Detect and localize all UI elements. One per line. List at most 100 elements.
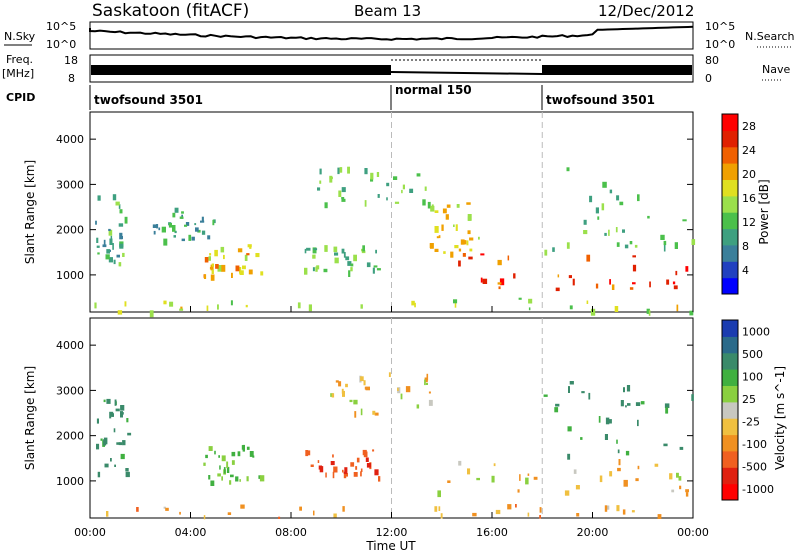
echo-cell (319, 168, 322, 175)
echo-cell (405, 386, 411, 393)
echo-cell (597, 216, 600, 220)
echo-cell (219, 465, 221, 470)
echo-cell (462, 253, 466, 257)
colorbar-swatch (722, 336, 738, 354)
range-tick-label: 2000 (56, 224, 84, 237)
echo-cell (604, 232, 607, 236)
colorbar-tick-label: -500 (742, 460, 767, 473)
cpid-segment-2: normal 150 (395, 83, 472, 97)
echo-cell (213, 219, 216, 224)
echo-cell (424, 379, 426, 386)
time-axis-ticks: 00:00 04:00 08:00 12:00 16:00 20:00 00:00 (74, 306, 709, 539)
echo-cell (663, 240, 667, 246)
echo-cell (480, 277, 483, 283)
echo-cell (679, 446, 684, 450)
echo-cell (96, 418, 99, 424)
echo-cell (210, 480, 215, 486)
echo-cell (345, 383, 348, 388)
echo-cell (609, 471, 613, 477)
echo-cell (682, 219, 687, 222)
freq-label: Freq. (6, 53, 33, 66)
echo-cell (374, 412, 379, 416)
echo-cell (620, 400, 624, 407)
echo-cell (397, 387, 399, 391)
echo-cell (450, 251, 454, 258)
echo-cell (191, 236, 195, 241)
echo-cell (366, 262, 371, 268)
echo-cell (569, 305, 573, 310)
echo-cell (467, 230, 471, 235)
colorbar-swatch (722, 179, 738, 197)
echo-cell (564, 490, 570, 496)
echo-cell (96, 245, 100, 248)
echo-cell (106, 249, 110, 254)
echo-cell (493, 463, 496, 467)
echo-cell (120, 405, 125, 411)
echo-cell (626, 385, 631, 392)
echo-cell (304, 248, 307, 254)
freq-line-mid (390, 71, 543, 75)
echo-cell (689, 310, 694, 316)
echo-cell (676, 472, 679, 478)
echo-cell (515, 504, 517, 508)
echo-cell (411, 300, 415, 306)
beam-title: Beam 13 (354, 2, 421, 20)
echo-cell (378, 476, 381, 482)
echo-cell (333, 513, 337, 518)
echo-cell (344, 467, 348, 474)
echo-cell (586, 254, 591, 262)
echo-cell (152, 224, 157, 228)
colorbar-swatch (722, 320, 738, 337)
echo-cell (519, 474, 521, 481)
echo-cell (669, 473, 673, 480)
echo-cell (569, 381, 574, 385)
nave-label: Nave (762, 63, 790, 76)
echo-cell (231, 460, 235, 465)
echo-cell (507, 504, 512, 510)
colorbar-swatch (722, 261, 738, 279)
colorbar-tick-label: 1000 (742, 325, 770, 338)
power-echo-layer (94, 112, 696, 318)
time-axis-label: Time UT (365, 539, 416, 553)
nave-tick-top: 80 (705, 54, 719, 67)
echo-cell (539, 515, 541, 519)
echo-cell (204, 257, 209, 263)
echo-cell (172, 212, 176, 218)
cpid-segment-1: twofsound 3501 (94, 93, 203, 107)
echo-cell (434, 210, 439, 213)
echo-cell (434, 506, 438, 512)
echo-cell (96, 443, 100, 450)
colorbar-swatch (722, 114, 738, 131)
echo-cell (353, 254, 357, 262)
echo-cell (431, 204, 434, 207)
echo-cell (604, 505, 608, 512)
echo-cell (97, 252, 100, 255)
echo-cell (573, 469, 577, 474)
echo-cell (557, 274, 560, 278)
echo-cell (94, 302, 97, 309)
echo-cell (640, 401, 645, 405)
echo-cell (316, 265, 320, 270)
echo-cell (416, 404, 420, 409)
echo-cell (125, 471, 130, 478)
echo-cell (647, 215, 650, 219)
echo-cell (330, 461, 335, 466)
echo-cell (343, 472, 347, 479)
echo-cell (453, 299, 458, 304)
echo-cell (210, 274, 215, 281)
echo-cell (539, 507, 542, 513)
echo-cell (495, 509, 501, 515)
power-colorbar-label: Power [dB] (757, 179, 771, 244)
echo-cell (567, 426, 572, 432)
echo-cell (555, 287, 560, 292)
echo-cell (434, 226, 439, 233)
echo-cell (568, 275, 572, 279)
echo-cell (622, 509, 626, 515)
echo-cell (324, 245, 328, 252)
echo-cell (109, 238, 113, 245)
echo-cell (116, 254, 120, 258)
echo-cell (306, 247, 311, 251)
echo-cell (455, 224, 458, 231)
echo-cell (654, 463, 659, 467)
colorbar-swatch (722, 277, 738, 295)
